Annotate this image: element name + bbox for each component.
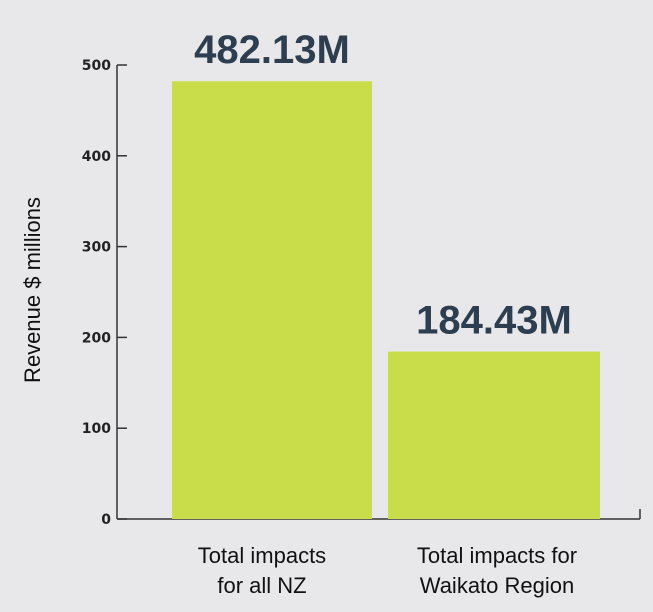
y-tick-label: 300 <box>82 240 111 256</box>
bar <box>388 351 600 519</box>
value-labels: 482.13M 184.43M <box>194 28 572 342</box>
x-tick-label-line: Total impacts <box>198 543 326 568</box>
bar <box>172 81 372 520</box>
bar-value-label: 482.13M <box>194 28 350 72</box>
y-tick-label: 200 <box>82 330 111 346</box>
x-tick-label-line: Total impacts for <box>417 543 577 568</box>
x-tick-label-line: Waikato Region <box>420 573 574 598</box>
x-tick-label: Total impacts for Waikato Region <box>417 543 577 598</box>
bars <box>172 81 600 520</box>
x-tick-label: Total impacts for all NZ <box>198 543 326 598</box>
y-tick-label: 0 <box>101 512 111 528</box>
y-axis-title: Revenue $ millions <box>20 197 45 383</box>
y-axis: 0 100 200 300 400 500 <box>82 58 127 528</box>
y-tick-label: 400 <box>82 149 111 165</box>
y-tick-label: 500 <box>82 58 111 74</box>
x-tick-label-line: for all NZ <box>217 573 306 598</box>
y-tick-label: 100 <box>82 421 111 437</box>
bar-value-label: 184.43M <box>416 299 572 343</box>
